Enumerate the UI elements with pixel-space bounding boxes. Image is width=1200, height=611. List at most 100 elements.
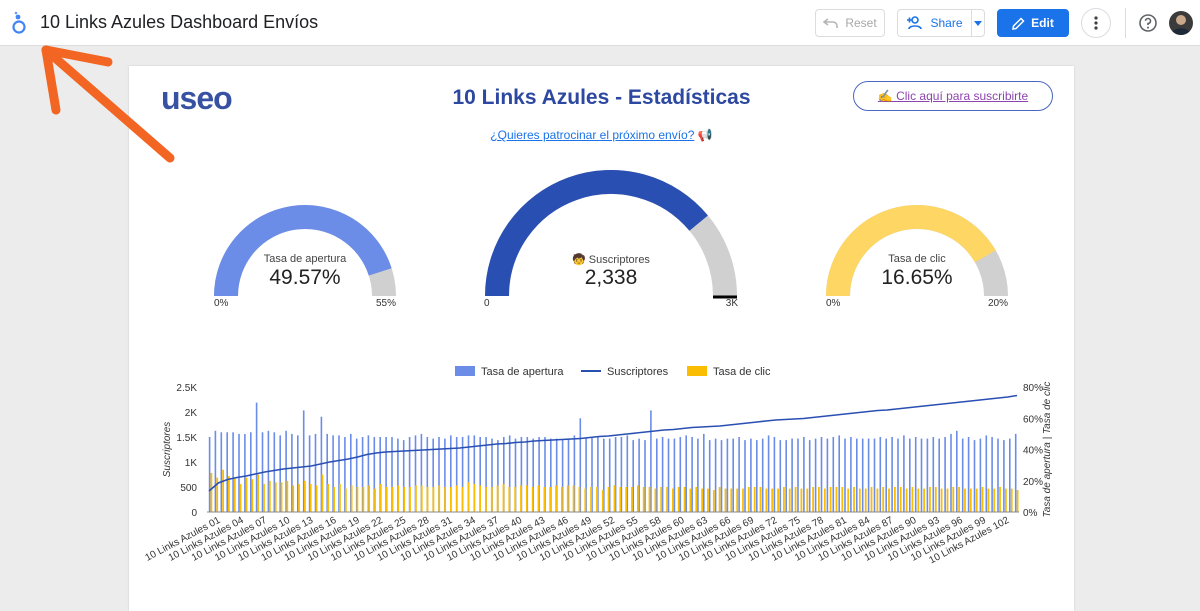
more-options-button[interactable] bbox=[1081, 8, 1111, 38]
bar-click-rate bbox=[742, 488, 744, 512]
bar-click-rate bbox=[660, 487, 663, 512]
bar-open-rate bbox=[250, 432, 252, 512]
y-right-axis-title: Tasa de apertura | Tasa de clic bbox=[1042, 382, 1053, 518]
more-vert-icon bbox=[1094, 16, 1098, 30]
bar-open-rate bbox=[279, 435, 281, 512]
bar-open-rate bbox=[420, 433, 423, 512]
share-options-button[interactable] bbox=[971, 9, 985, 37]
bar-open-rate bbox=[532, 438, 534, 512]
add-person-icon bbox=[907, 16, 923, 30]
bar-click-rate bbox=[613, 485, 616, 512]
edit-label: Edit bbox=[1031, 16, 1054, 30]
bar-open-rate bbox=[361, 437, 364, 512]
undo-icon bbox=[823, 18, 839, 28]
bar-open-rate bbox=[926, 438, 929, 512]
bar-click-rate bbox=[292, 485, 295, 512]
bar-open-rate bbox=[314, 433, 317, 512]
bar-click-rate bbox=[864, 488, 867, 512]
bar-open-rate bbox=[867, 438, 870, 512]
bar-click-rate bbox=[362, 487, 365, 512]
bar-open-rate bbox=[344, 437, 346, 512]
bar-click-rate bbox=[689, 488, 692, 512]
help-icon[interactable] bbox=[1138, 13, 1158, 33]
bar-click-rate bbox=[712, 490, 715, 512]
bar-click-rate bbox=[666, 487, 668, 512]
bar-click-rate bbox=[788, 488, 791, 512]
bar-open-rate bbox=[861, 438, 864, 512]
bar-click-rate bbox=[561, 487, 563, 512]
bar-click-rate bbox=[999, 487, 1001, 512]
gauge-value: 2,338 bbox=[584, 266, 638, 289]
bar-click-rate bbox=[607, 487, 610, 512]
bar-click-rate bbox=[467, 482, 470, 512]
y-left-tick-label: 1K bbox=[185, 458, 198, 469]
gauge-fill bbox=[826, 205, 996, 297]
bar-click-rate bbox=[642, 487, 645, 512]
bar-click-rate bbox=[438, 485, 441, 512]
bar-open-rate bbox=[750, 438, 752, 512]
bar-click-rate bbox=[555, 485, 557, 512]
bar-open-rate bbox=[738, 437, 740, 512]
legend-label: Tasa de clic bbox=[713, 366, 771, 378]
bar-open-rate bbox=[544, 437, 546, 512]
bar-open-rate bbox=[467, 435, 470, 512]
bar-open-rate bbox=[579, 418, 582, 513]
report-title-field[interactable]: 10 Links Azules Dashboard Envíos bbox=[40, 12, 319, 32]
edit-button[interactable]: Edit bbox=[997, 9, 1069, 37]
bar-click-rate bbox=[981, 487, 984, 512]
subscribe-link[interactable]: ✍️ Clic aquí para suscribirte bbox=[853, 81, 1053, 111]
bar-open-rate bbox=[338, 435, 340, 512]
bar-open-rate bbox=[826, 438, 829, 512]
bar-open-rate bbox=[673, 438, 676, 512]
bar-click-rate bbox=[397, 485, 400, 512]
bar-click-rate bbox=[356, 487, 359, 512]
bar-open-rate bbox=[873, 438, 876, 512]
bar-open-rate bbox=[520, 437, 523, 512]
bar-open-rate bbox=[838, 435, 840, 512]
bar-click-rate bbox=[245, 477, 248, 512]
bar-open-rate bbox=[479, 437, 481, 512]
bar-click-rate bbox=[526, 485, 528, 512]
bar-open-rate bbox=[773, 437, 776, 512]
user-avatar[interactable] bbox=[1169, 11, 1193, 35]
reset-button[interactable]: Reset bbox=[815, 9, 885, 37]
bar-click-rate bbox=[327, 483, 330, 512]
bar-click-rate bbox=[888, 488, 890, 512]
bar-click-rate bbox=[409, 487, 411, 512]
bar-open-rate bbox=[367, 435, 370, 512]
bar-open-rate bbox=[550, 438, 552, 512]
looker-studio-logo-icon[interactable] bbox=[10, 11, 30, 35]
bar-open-rate bbox=[973, 440, 976, 512]
bar-open-rate bbox=[997, 438, 999, 512]
bar-click-rate bbox=[683, 487, 686, 512]
bar-click-rate bbox=[298, 483, 300, 512]
bar-open-rate bbox=[285, 430, 287, 513]
bar-open-rate bbox=[844, 438, 846, 512]
bar-click-rate bbox=[858, 488, 861, 512]
bar-open-rate bbox=[373, 437, 376, 512]
gauge-open-rate: Tasa de apertura 49.57% 0% 55% bbox=[214, 200, 396, 310]
gauge-subscribers: 🧒 Suscriptores 2,338 0 3K bbox=[484, 166, 738, 312]
bar-open-rate bbox=[979, 438, 982, 512]
bar-open-rate bbox=[538, 437, 540, 512]
bar-click-rate bbox=[222, 469, 224, 512]
bar-click-rate bbox=[274, 482, 277, 512]
bar-open-rate bbox=[385, 437, 387, 512]
y-left-tick-label: 2K bbox=[185, 408, 198, 419]
bar-click-rate bbox=[940, 488, 943, 512]
bar-click-rate bbox=[882, 487, 885, 512]
sponsor-link[interactable]: ¿Quieres patrocinar el próximo envío? 📢 bbox=[129, 128, 1074, 142]
bar-open-rate bbox=[756, 440, 758, 512]
chart-legend: Tasa de apertura Suscriptores Tasa de clic bbox=[455, 366, 771, 378]
bar-click-rate bbox=[993, 488, 996, 512]
bar-click-rate bbox=[257, 474, 259, 512]
bar-click-rate bbox=[934, 487, 937, 512]
bar-click-rate bbox=[228, 476, 230, 512]
bar-click-rate bbox=[806, 488, 809, 512]
bar-click-rate bbox=[765, 488, 768, 512]
bar-click-rate bbox=[485, 487, 487, 512]
bar-open-rate bbox=[632, 440, 634, 512]
gauge-arc bbox=[826, 205, 1008, 297]
share-button[interactable]: Share bbox=[897, 9, 971, 37]
bar-click-rate bbox=[566, 485, 569, 512]
